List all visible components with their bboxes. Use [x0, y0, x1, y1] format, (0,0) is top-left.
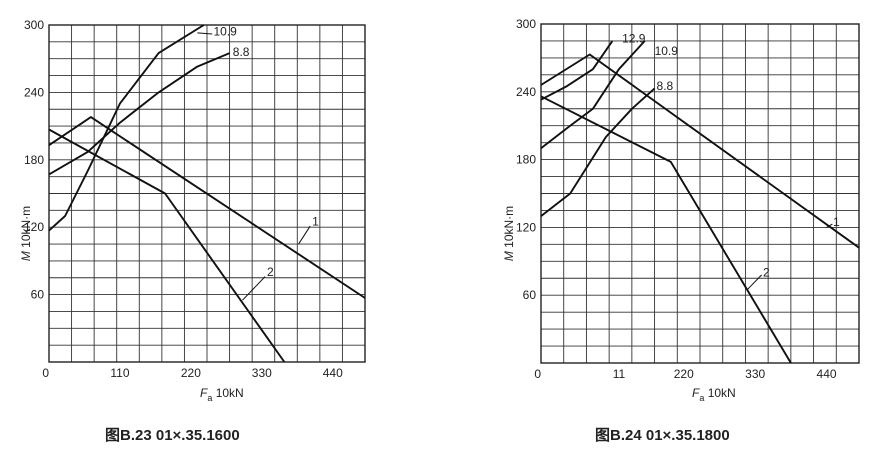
y-tick-label: 300: [24, 18, 44, 32]
grid: [48, 24, 366, 363]
y-axis-var: M: [19, 248, 33, 261]
y-tick-label: 60: [523, 288, 537, 302]
series-label: 1: [833, 215, 840, 229]
y-axis-label: M 10kN·m: [19, 206, 33, 261]
series-label: 8.8: [233, 45, 250, 59]
series-line-12-9: [540, 40, 614, 101]
series-label: 12.9: [622, 32, 646, 46]
y-axis-unit: 10kN·m: [19, 206, 33, 248]
y-axis-unit: 10kN·m: [502, 206, 516, 248]
figure-caption: 图B.23 01×.35.1600: [105, 427, 240, 444]
series-label: 2: [763, 266, 770, 280]
chart-right: 60 120 180 240 300 0 220 330 440 11 M 10kN·m Fa 10k…: [502, 17, 860, 444]
label-leader: [298, 225, 311, 245]
label-leader: [826, 223, 833, 228]
label-leader: [747, 274, 763, 290]
x-axis-label: Fa 10kN: [200, 386, 244, 403]
series-label: 10.9: [655, 44, 679, 58]
y-tick-label: 240: [516, 85, 536, 99]
series-line-1: [540, 53, 860, 249]
x-axis-subscript: a: [207, 393, 212, 403]
x-tick-label: 440: [817, 367, 837, 381]
series-label: 10.9: [213, 25, 237, 39]
label-leader: [197, 32, 213, 35]
series-line-10-9: [540, 40, 646, 150]
series-label: 2: [267, 265, 274, 279]
x-tick-label: 0: [42, 366, 49, 380]
plot-frame: [540, 23, 860, 364]
series-line-8-8: [48, 52, 230, 176]
x-axis-var: F: [692, 386, 700, 400]
x-tick-label: 330: [252, 366, 272, 380]
x-axis-unit: 10kN: [704, 386, 735, 400]
y-tick-label: 240: [24, 85, 44, 99]
series-label: 1: [312, 215, 319, 229]
y-tick-label: 180: [24, 153, 44, 167]
x-axis-label: Fa 10kN: [692, 386, 736, 403]
x-axis-var: F: [200, 386, 208, 400]
y-tick-label: 120: [24, 220, 44, 234]
x-axis-unit: 10kN: [212, 386, 243, 400]
x-tick-label: 220: [674, 367, 694, 381]
caption-code: 01×.35.1600: [156, 427, 240, 444]
label-leader: [242, 276, 266, 301]
x-tick-label: 0: [534, 367, 541, 381]
caption-figure-number: 图B.23: [105, 427, 156, 444]
figure-caption: 图B.24 01×.35.1800: [595, 427, 730, 444]
grid: [540, 23, 860, 364]
series-line-10-9: [48, 24, 205, 232]
caption-code: 01×.35.1800: [646, 427, 730, 444]
y-tick-label: 120: [516, 220, 536, 234]
series-line-2: [48, 128, 286, 363]
series-line-1: [48, 116, 366, 299]
y-tick-label: 60: [31, 288, 45, 302]
x-tick-label: 220: [181, 366, 201, 380]
y-tick-label: 300: [516, 17, 536, 31]
series-line-2: [540, 95, 792, 364]
x-tick-label: 440: [323, 366, 343, 380]
y-axis-var: M: [502, 248, 516, 261]
x-tick-label: 330: [745, 367, 765, 381]
x-axis-subscript: a: [699, 393, 704, 403]
plot-frame: [48, 24, 366, 363]
x-tick-label: 11: [613, 367, 626, 381]
caption-figure-number: 图B.24: [595, 427, 646, 444]
y-axis-label: M 10kN·m: [502, 206, 516, 261]
series-label: 8.8: [657, 79, 674, 93]
x-tick-label: 110: [110, 366, 129, 380]
y-tick-label: 180: [516, 153, 536, 167]
series-line-8-8: [540, 87, 656, 217]
